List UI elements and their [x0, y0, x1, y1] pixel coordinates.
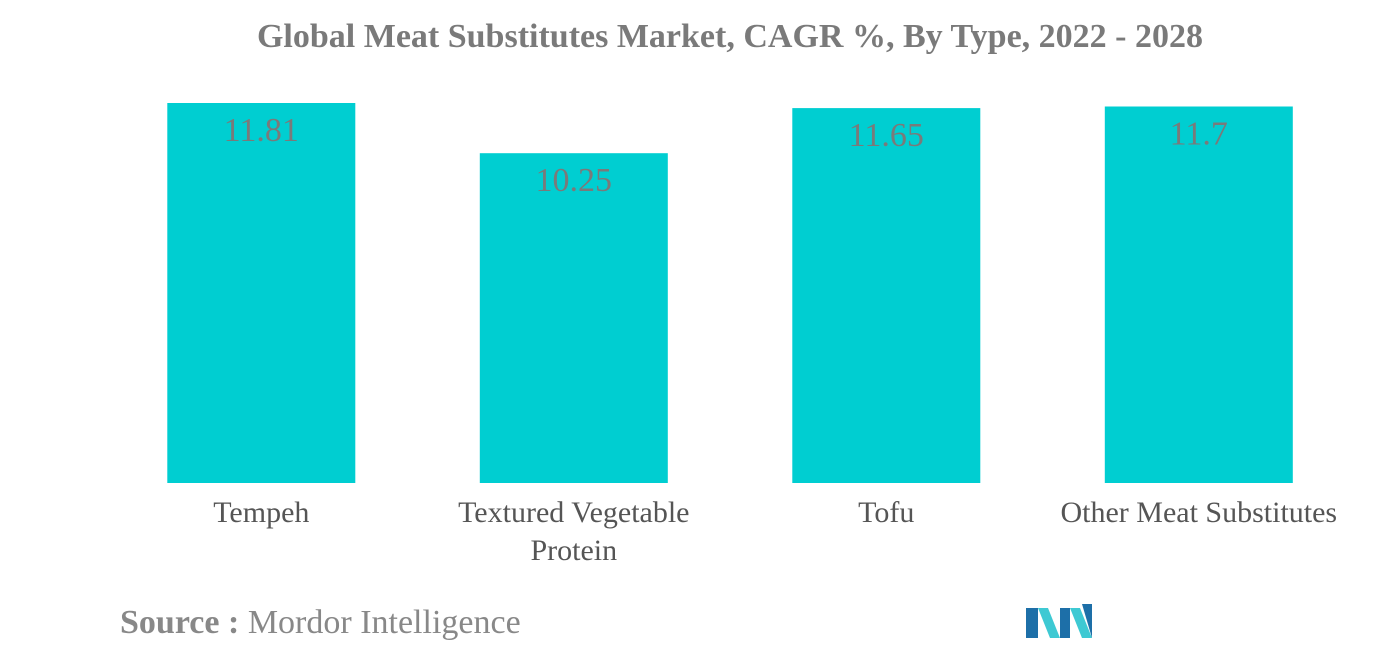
- bar-value-label-2: 11.65: [849, 117, 924, 154]
- source-value: Mordor Intelligence: [247, 604, 521, 641]
- bar-chart: 11.81 10.25 11.65 11.7 Tempeh Textured Veget…: [167, 103, 1337, 567]
- logo-shape-diag-2: [1070, 608, 1092, 638]
- bar-value-label-3: 11.7: [1170, 116, 1228, 153]
- bars-layer: [167, 103, 1293, 483]
- x-tick-label-1-line-0: Textured Vegetable: [458, 496, 689, 529]
- logo-shape-diag-1: [1038, 608, 1060, 638]
- source-label: Source :: [120, 604, 240, 641]
- source-line: Source : Mordor Intelligence: [120, 604, 521, 642]
- bar-value-label-1: 10.25: [536, 162, 613, 199]
- bar-2: [792, 108, 981, 483]
- x-tick-label-0: Tempeh: [213, 496, 309, 529]
- x-tick-label-1-line-1: Protein: [530, 534, 617, 567]
- bar-1: [479, 153, 668, 483]
- x-tick-label-3: Other Meat Substitutes: [1060, 496, 1337, 529]
- bar-3: [1104, 106, 1293, 483]
- value-labels-layer: 11.81 10.25 11.65 11.7: [224, 112, 1228, 199]
- bar-0: [167, 103, 356, 483]
- x-tick-label-2: Tofu: [858, 496, 914, 529]
- chart-title: Global Meat Substitutes Market, CAGR %, …: [256, 18, 1203, 55]
- logo-shape-right: [1082, 604, 1092, 638]
- bar-value-label-0: 11.81: [224, 112, 299, 149]
- logo-shape-mid: [1060, 608, 1070, 638]
- mordor-logo-icon: [1026, 604, 1092, 638]
- logo-shape-left: [1026, 608, 1038, 638]
- tick-labels-layer: Tempeh Textured Vegetable Protein Tofu Other…: [213, 496, 1337, 567]
